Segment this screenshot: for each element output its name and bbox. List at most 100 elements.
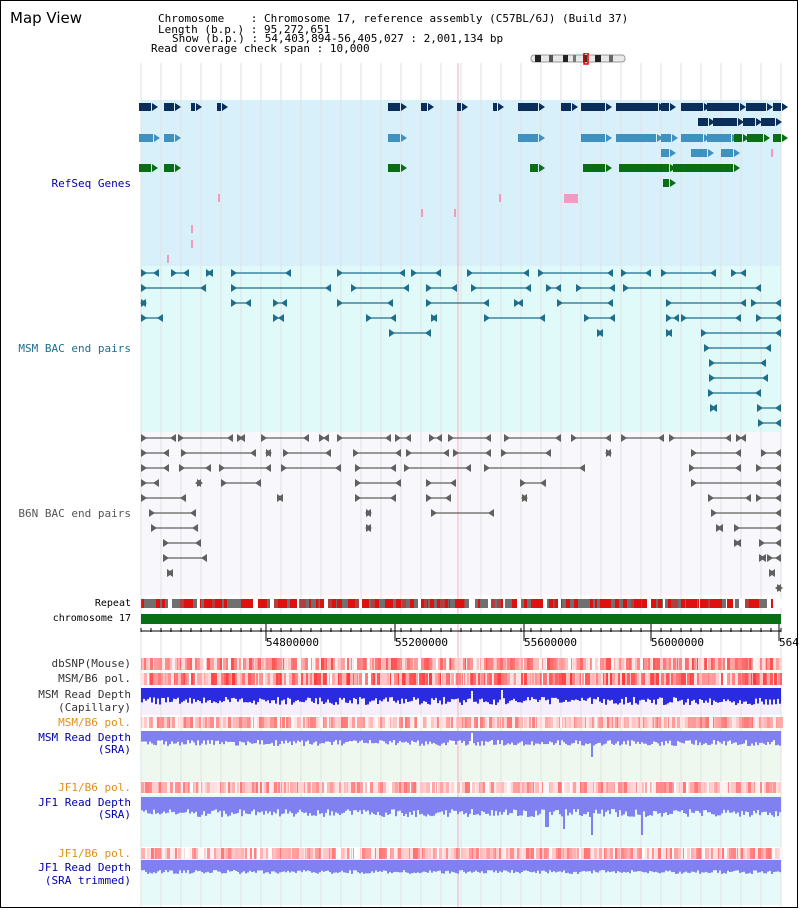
read-depth-bar — [373, 688, 375, 701]
read-depth-bar — [321, 731, 323, 744]
polymorphism-cell — [553, 673, 555, 685]
polymorphism-cell — [246, 658, 249, 670]
read-depth-bar — [567, 688, 569, 702]
read-depth-bar — [163, 688, 165, 698]
polymorphism-cell — [483, 717, 485, 728]
read-depth-bar — [723, 797, 725, 810]
track-label-msm-bac[interactable]: MSM BAC end pairs — [18, 342, 131, 355]
read-depth-bar — [733, 731, 735, 743]
read-depth-bar — [733, 797, 735, 812]
polymorphism-cell — [731, 848, 732, 859]
track-label-b6n-bac[interactable]: B6N BAC end pairs — [18, 507, 131, 520]
polymorphism-cell — [581, 848, 584, 859]
read-depth-bar — [451, 860, 453, 872]
track-label-msm-b6-pol-2[interactable]: MSM/B6 pol. — [58, 716, 131, 729]
b6n-bac-pair-end — [141, 434, 147, 442]
read-depth-bar — [639, 797, 641, 815]
read-depth-bar — [493, 688, 495, 700]
polymorphism-cell — [428, 848, 430, 859]
read-depth-bar — [585, 797, 587, 815]
polymorphism-cell — [637, 782, 639, 793]
repeat-segment — [695, 599, 697, 608]
read-depth-bar — [381, 860, 383, 872]
polymorphism-cell — [142, 717, 144, 728]
polymorphism-cell — [664, 717, 665, 728]
track-label-jf1-b6-pol-2[interactable]: JF1/B6 pol. — [58, 847, 131, 860]
polymorphism-cell — [749, 717, 752, 728]
polymorphism-cell — [555, 848, 556, 859]
polymorphism-cell — [299, 848, 301, 859]
polymorphism-cell — [657, 658, 660, 670]
polymorphism-cell — [694, 848, 696, 859]
track-label-refseq[interactable]: RefSeq Genes — [51, 177, 131, 190]
repeat-segment — [398, 599, 401, 608]
polymorphism-cell — [487, 673, 489, 685]
polymorphism-cell — [582, 673, 584, 685]
read-depth-bar — [473, 797, 475, 815]
polymorphism-cell — [160, 658, 162, 670]
read-depth-bar — [223, 860, 225, 874]
polymorphism-cell — [598, 658, 600, 670]
read-depth-bar — [573, 688, 575, 701]
read-depth-bar — [253, 731, 255, 744]
read-depth-bar — [249, 731, 251, 743]
polymorphism-cell — [687, 848, 690, 859]
read-depth-bar — [653, 860, 655, 873]
repeat-segment — [396, 599, 398, 608]
polymorphism-cell — [245, 717, 247, 728]
polymorphism-cell — [610, 848, 613, 859]
read-depth-bar — [661, 688, 663, 698]
polymorphism-cell — [584, 673, 585, 685]
read-depth-bar — [403, 731, 405, 743]
track-label-jf1-b6-pol[interactable]: JF1/B6 pol. — [58, 781, 131, 794]
read-depth-bar — [479, 731, 481, 746]
read-depth-bar — [567, 797, 569, 816]
read-depth-bar — [691, 688, 693, 701]
polymorphism-cell — [731, 782, 734, 793]
read-depth-bar — [659, 731, 661, 746]
polymorphism-cell — [262, 673, 263, 685]
read-depth-bar — [225, 731, 227, 742]
polymorphism-cell — [705, 848, 706, 859]
read-depth-bar — [373, 797, 375, 815]
read-depth-bar — [435, 860, 437, 872]
read-depth-bar — [679, 688, 681, 701]
polymorphism-cell — [214, 658, 217, 670]
read-depth-bar — [471, 688, 473, 691]
polymorphism-cell — [511, 848, 514, 859]
read-depth-bar — [199, 688, 201, 702]
read-depth-bar — [625, 860, 627, 873]
polymorphism-cell — [173, 782, 175, 793]
track-label-dbsnp[interactable]: dbSNP(Mouse) — [51, 657, 131, 670]
read-depth-bar — [171, 797, 173, 813]
msm-bac-pair-end — [740, 269, 746, 277]
polymorphism-cell — [754, 782, 755, 793]
polymorphism-cell — [576, 658, 577, 670]
repeat-segment — [661, 599, 662, 608]
read-depth-bar — [147, 797, 149, 814]
polymorphism-cell — [563, 848, 564, 859]
chromosome-ideogram[interactable] — [529, 53, 629, 65]
refseq-gene-block — [698, 118, 708, 126]
polymorphism-cell — [506, 658, 507, 670]
track-label-jf1-depth-sra-1[interactable]: JF1 Read Depth — [38, 796, 131, 809]
read-depth-bar — [269, 860, 271, 874]
polymorphism-cell — [199, 673, 202, 685]
polymorphism-cell — [420, 782, 423, 793]
read-depth-bar — [631, 860, 633, 871]
read-depth-bar — [169, 688, 171, 703]
refseq-gene-arrow — [670, 103, 676, 111]
read-depth-bar — [607, 688, 609, 700]
polymorphism-cell — [371, 673, 373, 685]
read-depth-bar — [485, 688, 487, 702]
polymorphism-cell — [721, 673, 723, 685]
read-depth-bar — [699, 797, 701, 813]
polymorphism-cell — [739, 717, 742, 728]
track-label-jf1-depth-trim-1[interactable]: JF1 Read Depth — [38, 861, 131, 874]
polymorphism-cell — [373, 673, 375, 685]
track-label-msm-depth-sra-1[interactable]: MSM Read Depth — [38, 731, 131, 744]
track-label-msm-depth-cap-1[interactable]: MSM Read Depth — [38, 688, 131, 701]
read-depth-bar — [665, 860, 667, 871]
track-label-msm-b6-pol[interactable]: MSM/B6 pol. — [58, 672, 131, 685]
